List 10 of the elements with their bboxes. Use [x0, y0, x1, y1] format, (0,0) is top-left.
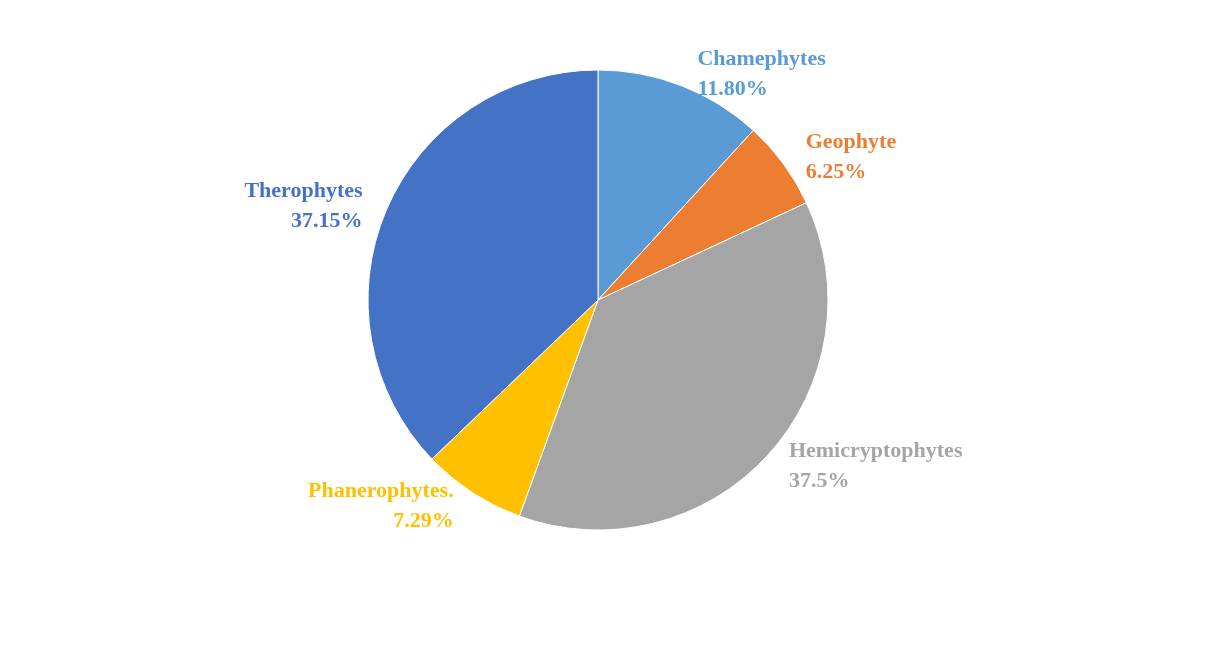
data-label: 37.5% — [788, 467, 850, 493]
data-label: 11.80% — [697, 75, 768, 101]
slice-label: Hemicryptophytes — [788, 437, 963, 463]
data-label: 7.29% — [393, 506, 454, 532]
slice-label: Therophytes — [244, 176, 364, 202]
data-label: 37.15% — [291, 206, 363, 232]
data-label: 6.25% — [805, 158, 867, 184]
slice-label: Geophyte — [805, 128, 897, 154]
slice-label: Chamephytes — [697, 45, 827, 71]
slice-label: Phanerophytes. — [308, 476, 454, 502]
